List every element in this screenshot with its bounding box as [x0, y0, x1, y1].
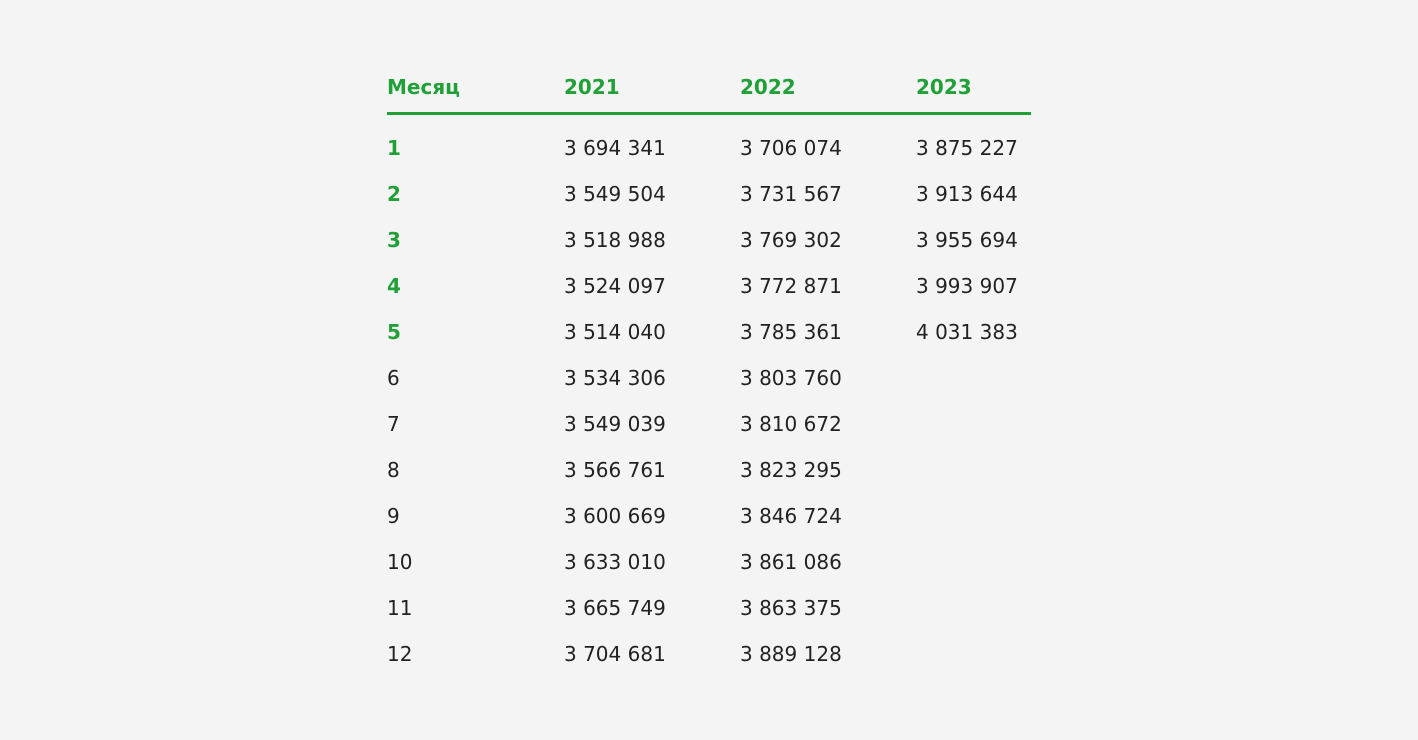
month-cell: 9 [387, 504, 400, 528]
value-cell: 3 993 907 [916, 274, 1018, 298]
month-cell: 10 [387, 550, 413, 574]
value-cell: 3 534 306 [564, 366, 666, 390]
month-cell: 11 [387, 596, 413, 620]
value-cell: 3 694 341 [564, 136, 666, 160]
value-cell: 3 704 681 [564, 642, 666, 666]
value-cell: 3 769 302 [740, 228, 842, 252]
value-cell: 3 785 361 [740, 320, 842, 344]
month-cell: 3 [387, 228, 401, 252]
header-rule [387, 112, 1031, 115]
value-cell: 3 823 295 [740, 458, 842, 482]
value-cell: 3 633 010 [564, 550, 666, 574]
column-header: 2021 [564, 75, 620, 99]
value-cell: 3 846 724 [740, 504, 842, 528]
value-cell: 3 524 097 [564, 274, 666, 298]
value-cell: 3 549 504 [564, 182, 666, 206]
value-cell: 3 803 760 [740, 366, 842, 390]
value-cell: 3 549 039 [564, 412, 666, 436]
value-cell: 3 955 694 [916, 228, 1018, 252]
value-cell: 3 731 567 [740, 182, 842, 206]
value-cell: 3 518 988 [564, 228, 666, 252]
value-cell: 3 861 086 [740, 550, 842, 574]
value-cell: 3 600 669 [564, 504, 666, 528]
column-header: 2023 [916, 75, 972, 99]
month-cell: 2 [387, 182, 401, 206]
month-cell: 12 [387, 642, 413, 666]
month-cell: 1 [387, 136, 401, 160]
value-cell: 3 810 672 [740, 412, 842, 436]
value-cell: 3 665 749 [564, 596, 666, 620]
value-cell: 4 031 383 [916, 320, 1018, 344]
month-cell: 7 [387, 412, 400, 436]
value-cell: 3 514 040 [564, 320, 666, 344]
value-cell: 3 863 375 [740, 596, 842, 620]
month-cell: 4 [387, 274, 401, 298]
value-cell: 3 875 227 [916, 136, 1018, 160]
value-cell: 3 772 871 [740, 274, 842, 298]
month-cell: 6 [387, 366, 400, 390]
column-header: Месяц [387, 75, 460, 99]
value-cell: 3 566 761 [564, 458, 666, 482]
month-cell: 5 [387, 320, 401, 344]
value-cell: 3 706 074 [740, 136, 842, 160]
column-header: 2022 [740, 75, 796, 99]
month-cell: 8 [387, 458, 400, 482]
value-cell: 3 889 128 [740, 642, 842, 666]
value-cell: 3 913 644 [916, 182, 1018, 206]
